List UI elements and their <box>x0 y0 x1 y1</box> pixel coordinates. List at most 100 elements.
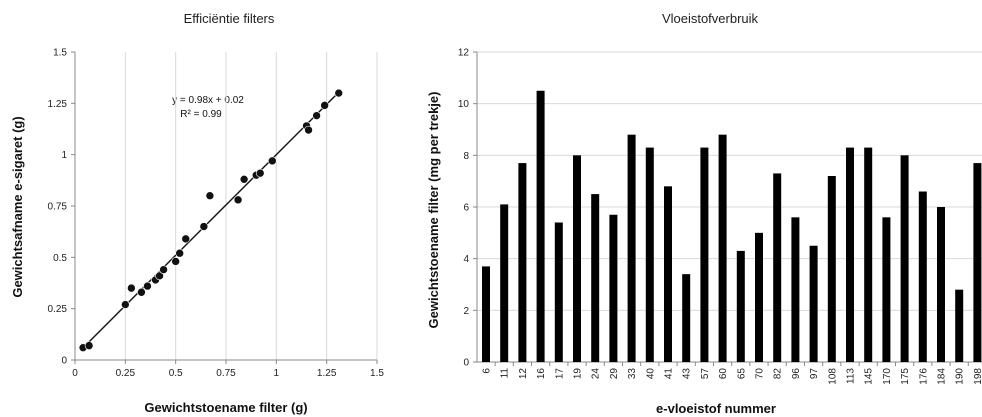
scatter-x-tick-label: 0.5 <box>169 368 183 379</box>
scatter-y-tick-label: 1.25 <box>48 99 68 110</box>
bar <box>955 289 964 362</box>
scatter-x-tick-label: 0.25 <box>116 368 136 379</box>
scatter-point <box>121 300 130 309</box>
scatter-point <box>84 341 94 350</box>
bar <box>664 186 672 362</box>
scatter-point <box>143 281 152 291</box>
bar-category-label: 17 <box>554 368 565 380</box>
bar-category-label: 29 <box>609 368 620 380</box>
bar-category-label: 70 <box>755 368 766 380</box>
scatter-point <box>175 248 184 258</box>
bar-category-label: 11 <box>500 368 511 379</box>
bar-category-label: 41 <box>664 368 675 380</box>
scatter-xlabel: Gewichtstoename filter (g) <box>144 400 307 415</box>
bar-category-label: 170 <box>882 368 893 385</box>
bar <box>937 207 945 362</box>
bar-category-label: 43 <box>682 368 693 380</box>
scatter-point <box>312 111 321 120</box>
bar-y-tick-label: 0 <box>463 358 469 369</box>
scatter-point <box>255 168 265 178</box>
scatter-point <box>239 175 249 184</box>
bar-category-label: 82 <box>773 368 784 380</box>
bar <box>918 191 927 362</box>
scatter-y-tick-label: 0.25 <box>48 304 68 315</box>
scatter-x-tick-label: 0.75 <box>216 368 236 379</box>
bar <box>536 90 545 362</box>
scatter-point <box>334 88 344 98</box>
bar <box>846 147 854 362</box>
bar <box>682 274 691 362</box>
bar-category-label: 198 <box>973 368 982 385</box>
bar <box>973 163 982 362</box>
bar <box>700 147 709 362</box>
scatter-point <box>205 191 215 201</box>
bar-category-label: 145 <box>864 368 875 385</box>
scatter-y-tick-label: 1 <box>61 150 67 161</box>
scatter-point <box>137 287 146 297</box>
bar-category-label: 108 <box>827 368 838 385</box>
bar-category-label: 24 <box>591 368 602 380</box>
bar <box>591 194 600 362</box>
trendline-r-squared: R² = 0.99 <box>180 109 222 120</box>
bar <box>518 163 527 362</box>
scatter-point <box>127 283 136 293</box>
scatter-point <box>304 125 313 135</box>
bar-category-label: 19 <box>573 368 584 380</box>
scatter-point <box>320 101 329 110</box>
bar <box>500 204 509 362</box>
scatter-title: Efficiëntie filters <box>184 11 275 26</box>
bar-category-label: 190 <box>955 368 966 385</box>
bar-y-tick-label: 12 <box>458 48 470 59</box>
trendline-equation: y = 0.98x + 0.02 <box>172 95 244 106</box>
scatter-point <box>233 195 243 205</box>
bar-category-label: 176 <box>918 368 929 385</box>
bar-category-label: 184 <box>937 368 948 385</box>
bar-category-label: 60 <box>718 368 729 380</box>
bar <box>900 155 909 362</box>
scatter-point <box>155 271 164 281</box>
bar-y-tick-label: 2 <box>463 306 469 317</box>
bar-category-label: 40 <box>645 368 656 380</box>
bar-category-label: 6 <box>482 368 493 374</box>
scatter-point <box>171 257 180 266</box>
bar-y-tick-label: 4 <box>463 254 469 265</box>
bar <box>864 147 873 362</box>
scatter-x-tick-label: 1 <box>274 368 280 379</box>
scatter-y-tick-label: 0 <box>61 356 67 367</box>
scatter-point <box>268 156 277 166</box>
scatter-ylabel: Gewichtsafname e-sigaret (g) <box>10 116 25 297</box>
scatter-point <box>199 222 209 231</box>
bar <box>736 250 745 362</box>
bar <box>554 222 563 362</box>
scatter-y-tick-label: 1.5 <box>53 48 67 59</box>
bar-y-tick-label: 8 <box>463 151 469 162</box>
scatter-plot: 0 0.25 0.5 0.75 1 1.25 1.5 0 0.25 0.5 0.75 1 1.25 1.5 <box>48 48 385 380</box>
bar-category-label: 16 <box>536 368 547 380</box>
bar-category-label: 12 <box>518 368 529 380</box>
scatter-x-tick-label: 1.5 <box>370 368 384 379</box>
bar <box>755 232 763 362</box>
bar-category-label: 65 <box>736 368 747 380</box>
bar <box>882 217 891 362</box>
scatter-point <box>181 234 191 244</box>
scatter-x-tick-label: 0 <box>72 368 78 379</box>
bar-category-label: 57 <box>700 368 711 380</box>
bar <box>482 266 490 362</box>
bar-y-tick-label: 10 <box>458 99 470 110</box>
bar-category-label: 175 <box>900 368 911 385</box>
bar <box>718 134 727 362</box>
bar-title: Vloeistofverbruik <box>662 11 759 26</box>
scatter-point <box>159 265 168 274</box>
bar <box>645 147 654 362</box>
bar-category-label: 96 <box>791 368 802 380</box>
scatter-x-tick-label: 1.25 <box>317 368 337 379</box>
trendline <box>82 91 340 349</box>
bar-xlabel: e-vloeistof nummer <box>656 401 776 416</box>
bar-ylabel: Gewichtstoename filter (mg per trekje) <box>426 92 441 329</box>
bar <box>809 245 818 362</box>
bar-category-label: 113 <box>846 368 857 384</box>
bar <box>773 173 782 362</box>
bar <box>609 214 618 362</box>
